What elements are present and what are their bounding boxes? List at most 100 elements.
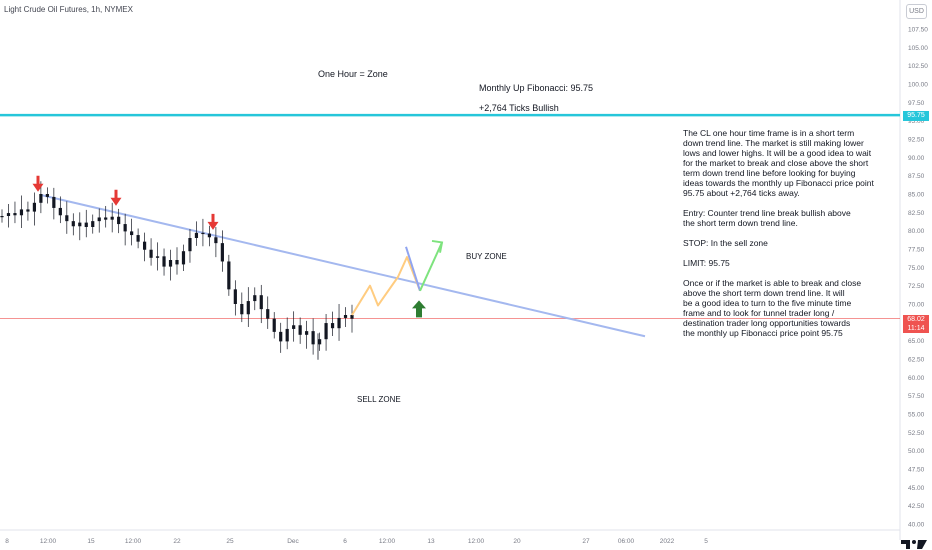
price-tick-label: 97.50 [908,100,925,107]
description-line: 95.75 about +2,764 ticks away. [683,188,800,198]
candle-body [0,216,4,218]
candle-body [194,232,199,238]
candle-body [13,213,17,216]
time-tick-label: 2022 [660,538,675,545]
tradingview-logo-icon[interactable] [901,539,927,550]
price-tick-label: 107.50 [908,27,928,34]
candle-body [155,256,160,258]
candle-body [285,328,289,342]
candle-body [84,222,88,227]
price-tick-label: 57.50 [908,393,925,400]
price-tick-label: 80.00 [908,228,925,235]
price-tick-label: 90.00 [908,155,925,162]
green-up-arrow-icon [412,300,426,318]
currency-badge[interactable]: USD [906,4,927,19]
candle-body [32,202,37,212]
description-paragraph: STOP: In the sell zone [683,238,883,248]
candle-body [142,241,147,250]
candle-body [246,301,250,315]
time-tick-label: 22 [173,538,181,545]
price-tick-label: 50.00 [908,448,925,455]
price-axis: 107.50 105.00 102.50 100.00 97.50 95.00 92.50 9… [908,27,928,529]
green-up-arrow-icon [412,300,426,318]
candle-body [305,331,309,335]
red-down-arrow-icon [32,175,44,192]
time-tick-label: 13 [427,538,435,545]
price-tick-label: 102.50 [908,63,928,70]
candle-body [65,215,69,222]
price-tick-label: 45.00 [908,485,925,492]
candle-body [292,325,296,329]
price-tick-label: 60.00 [908,375,925,382]
price-tick-label: 65.00 [908,338,925,345]
zone-title-annotation[interactable]: One Hour = Zone [318,69,388,79]
candle-body [330,323,335,329]
price-tick-label: 72.50 [908,283,925,290]
candle-body [26,209,30,212]
description-line: destination trader long opportunities to… [683,318,851,328]
price-tick-label: 105.00 [908,45,928,52]
candle-body [253,295,257,302]
description-line: Once or if the market is able to break a… [683,278,862,288]
ticks-label-annotation[interactable]: +2,764 Ticks Bullish [479,103,559,113]
time-tick-label: 8 [5,538,9,545]
projection-down-line[interactable] [405,246,421,292]
candle-body [19,209,24,216]
price-tick-label: 77.50 [908,247,925,254]
fib-label-annotation[interactable]: Monthly Up Fibonacci: 95.75 [479,83,594,93]
description-line: down trend line. The market is still mak… [683,138,864,148]
candle-body [317,339,322,345]
description-paragraph: Once or if the market is able to break a… [683,278,883,338]
buy-zone-label[interactable]: BUY ZONE [466,252,507,261]
analysis-description[interactable]: The CL one hour time frame is in a short… [683,128,883,348]
price-tick-label: 100.00 [908,82,928,89]
price-tick-label: 62.50 [908,357,925,364]
candle-body [240,304,244,315]
candle-body [162,256,166,267]
red-down-arrow-icon [207,213,219,230]
time-tick-label: 12:00 [40,538,57,545]
price-tick-label: 47.50 [908,467,925,474]
candle-body [272,318,276,332]
description-line: the monthly up Fibonacci price point 95.… [683,328,843,338]
candle-body [266,309,270,319]
projection-up-line [419,241,443,292]
candle-body [201,232,205,235]
description-line: frame and to look for tunnel trader long… [683,308,835,318]
candle-body [175,260,179,265]
time-tick-label: 5 [704,538,708,545]
candle-body [337,317,341,329]
price-tick-label: 55.00 [908,412,925,419]
description-line: term down trend line before looking for … [683,168,856,178]
description-paragraph: The CL one hour time frame is in a short… [683,128,883,198]
price-tick-label: 82.50 [908,210,925,217]
description-paragraph: LIMIT: 95.75 [683,258,883,268]
candle-body [343,315,348,318]
price-tick-label: 75.00 [908,265,925,272]
projection-path[interactable] [351,256,421,316]
description-line: lows and lower highs. It will be a good … [683,148,872,158]
candle-body [39,194,43,203]
price-tick-label: 52.50 [908,430,925,437]
candle-body [279,331,283,342]
candle-body [259,295,263,310]
red-down-arrow-icon [110,189,122,206]
candle-body [324,323,328,340]
downtrend-line[interactable] [39,193,646,338]
candle-body [71,221,75,227]
candle-body [117,216,121,225]
last-price-value: 68.02 [907,316,925,323]
candle-body [45,194,49,197]
time-tick-label: 20 [513,538,521,545]
candle-body [78,222,82,227]
fib-price-tag: 95.75 [903,111,929,121]
price-tick-label: 87.50 [908,173,925,180]
price-tick-label: 95.00 [908,118,925,125]
candle-body [233,289,237,304]
projection-up-arrow[interactable] [419,239,444,292]
candle-body [207,233,212,238]
sell-zone-label[interactable]: SELL ZONE [357,395,401,404]
time-tick-label: 12:00 [125,538,142,545]
